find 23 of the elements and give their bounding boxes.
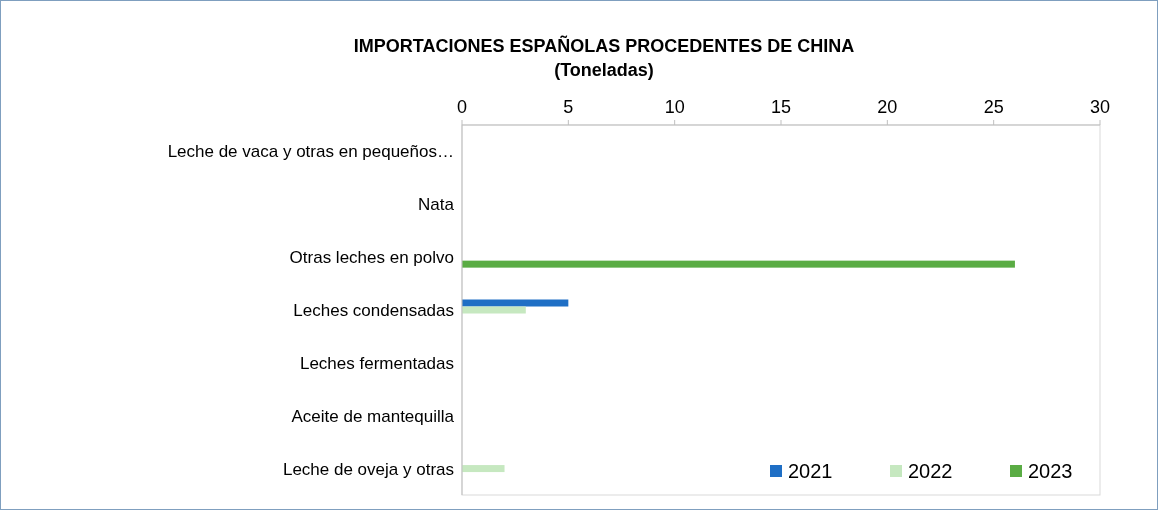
y-tick-label: Leche de oveja y otras — [282, 459, 454, 479]
y-tick-label: Nata — [418, 195, 455, 215]
legend-label: 2023 — [1028, 460, 1073, 482]
chart-subtitle: (Toneladas) — [554, 60, 654, 80]
y-tick-label: Leche de vaca y otras en pequeños… — [167, 142, 454, 162]
bar — [462, 306, 526, 314]
y-tick-label: Leches condensadas — [293, 301, 454, 320]
x-tick-label: 0 — [456, 97, 468, 117]
x-tick-label: 10 — [664, 97, 685, 117]
x-tick-label: 15 — [770, 97, 792, 117]
x-tick-label: 25 — [983, 97, 1004, 117]
x-tick-label: 5 — [563, 97, 574, 117]
y-tick-label: Aceite de mantequilla — [291, 406, 455, 426]
bar — [462, 260, 1015, 268]
bar — [462, 299, 569, 307]
legend-label: 2022 — [908, 460, 953, 482]
bar — [462, 465, 505, 473]
y-tick-label: Leches fermentadas — [299, 353, 454, 373]
chart-title: IMPORTACIONES ESPAÑOLAS PROCEDENTES DE CHINA — [353, 35, 855, 56]
x-tick-label: 30 — [1089, 97, 1111, 117]
x-tick-label: 20 — [877, 97, 898, 117]
y-tick-label: Otras leches en polvo — [289, 248, 454, 268]
legend-label: 2021 — [788, 460, 833, 482]
